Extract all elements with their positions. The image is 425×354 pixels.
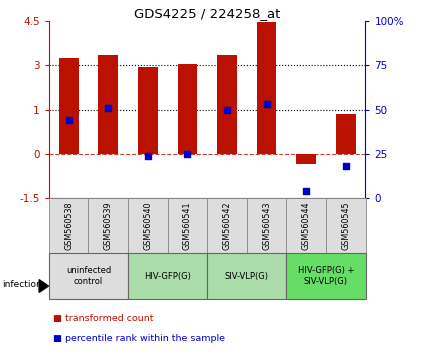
Bar bbox=[167, 198, 207, 253]
Text: GSM560542: GSM560542 bbox=[222, 201, 232, 250]
Bar bbox=[207, 198, 247, 253]
Text: GSM560538: GSM560538 bbox=[64, 201, 73, 250]
Bar bbox=[326, 198, 366, 253]
Point bbox=[263, 102, 270, 107]
Bar bbox=[49, 253, 128, 299]
Bar bbox=[88, 198, 128, 253]
Point bbox=[303, 188, 309, 194]
Bar bbox=[128, 253, 207, 299]
Text: HIV-GFP(G) +
SIV-VLP(G): HIV-GFP(G) + SIV-VLP(G) bbox=[298, 267, 354, 286]
Text: SIV-VLP(G): SIV-VLP(G) bbox=[225, 272, 269, 281]
Point bbox=[224, 107, 230, 113]
Title: GDS4225 / 224258_at: GDS4225 / 224258_at bbox=[134, 7, 280, 20]
Point bbox=[342, 164, 349, 169]
Bar bbox=[128, 198, 167, 253]
Bar bbox=[59, 57, 79, 154]
Text: ■ percentile rank within the sample: ■ percentile rank within the sample bbox=[53, 333, 225, 343]
Text: ■ transformed count: ■ transformed count bbox=[53, 314, 153, 323]
Point bbox=[105, 105, 112, 111]
Point bbox=[184, 151, 191, 157]
Bar bbox=[207, 253, 286, 299]
Text: GSM560539: GSM560539 bbox=[104, 201, 113, 250]
Text: infection: infection bbox=[2, 280, 42, 290]
Bar bbox=[336, 114, 356, 154]
Bar bbox=[286, 253, 366, 299]
Bar bbox=[247, 198, 286, 253]
Text: GSM560541: GSM560541 bbox=[183, 201, 192, 250]
Text: GSM560543: GSM560543 bbox=[262, 201, 271, 250]
Bar bbox=[296, 154, 316, 164]
Text: uninfected
control: uninfected control bbox=[66, 267, 111, 286]
Text: GSM560545: GSM560545 bbox=[341, 201, 350, 250]
Bar bbox=[49, 198, 88, 253]
Bar bbox=[286, 198, 326, 253]
Bar bbox=[217, 55, 237, 154]
Text: GSM560540: GSM560540 bbox=[143, 201, 152, 250]
Point bbox=[144, 153, 151, 159]
Text: GSM560544: GSM560544 bbox=[302, 201, 311, 250]
Point bbox=[65, 118, 72, 123]
Text: HIV-GFP(G): HIV-GFP(G) bbox=[144, 272, 191, 281]
Bar bbox=[98, 55, 118, 154]
Bar bbox=[178, 64, 197, 154]
Bar bbox=[138, 67, 158, 154]
Bar bbox=[257, 22, 276, 154]
